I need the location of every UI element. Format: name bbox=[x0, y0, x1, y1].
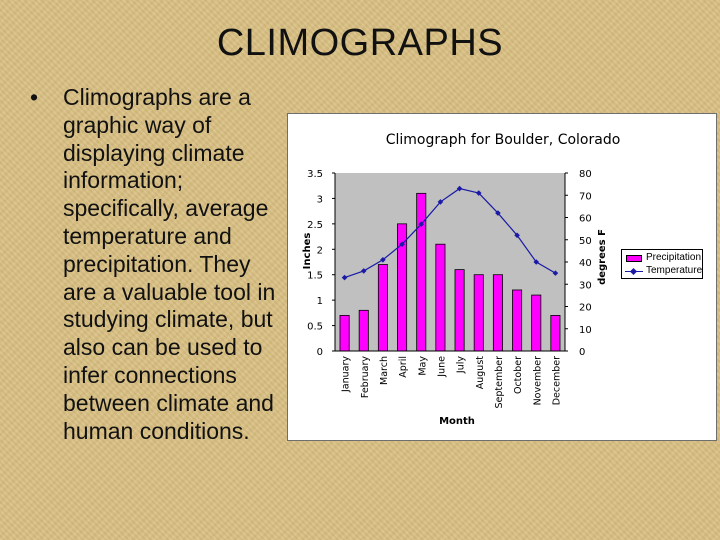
precipitation-bar bbox=[339, 314, 350, 352]
x-tick-label: September bbox=[494, 356, 505, 409]
y2-tick-label: 20 bbox=[579, 303, 592, 314]
plot-area bbox=[335, 173, 565, 351]
y-tick-label: 2.5 bbox=[307, 220, 323, 231]
y-tick-label: 0 bbox=[317, 347, 323, 358]
legend-bar-swatch bbox=[626, 255, 642, 262]
y-axis-label: Inches bbox=[302, 233, 313, 270]
temperature-point bbox=[456, 185, 463, 192]
temperature-line bbox=[344, 187, 556, 279]
temperature-point bbox=[360, 268, 367, 274]
y-tick-label: 3 bbox=[317, 194, 323, 205]
x-tick-label: February bbox=[360, 356, 371, 398]
x-tick-label: August bbox=[475, 356, 486, 390]
chart-legend: Precipitation Temperature bbox=[621, 249, 703, 279]
temperature-point bbox=[514, 232, 520, 239]
precipitation-bar bbox=[358, 309, 369, 352]
y2-axis-label: degrees F bbox=[597, 229, 608, 285]
bullet-marker: • bbox=[30, 84, 39, 110]
y2-tick-label: 70 bbox=[579, 191, 592, 202]
precipitation-bar bbox=[454, 269, 465, 352]
temperature-point bbox=[399, 241, 405, 247]
x-tick-label: July bbox=[456, 356, 467, 374]
y2-tick-label: 60 bbox=[579, 214, 592, 225]
precipitation-bar bbox=[492, 274, 503, 352]
precipitation-bar bbox=[377, 264, 388, 352]
y-tick-label: 0.5 bbox=[307, 322, 323, 333]
y2-tick-label: 0 bbox=[579, 347, 585, 358]
y-tick-label: 3.5 bbox=[307, 169, 323, 180]
y-tick-label: 1 bbox=[317, 296, 323, 307]
bullet-paragraph: • Climographs are a graphic way of displ… bbox=[30, 84, 280, 445]
temperature-point bbox=[437, 199, 444, 205]
precipitation-bar bbox=[435, 243, 446, 352]
y2-tick-label: 80 bbox=[579, 169, 592, 180]
chart-title: Climograph for Boulder, Colorado bbox=[386, 132, 621, 148]
legend-label: Precipitation bbox=[646, 252, 702, 263]
legend-item-temperature: Temperature bbox=[622, 265, 702, 278]
slide-title: CLIMOGRAPHS bbox=[216, 22, 504, 64]
y2-tick-label: 30 bbox=[579, 280, 592, 291]
temperature-point bbox=[552, 270, 559, 276]
x-tick-label: November bbox=[532, 356, 543, 406]
legend-label: Temperature bbox=[646, 265, 703, 276]
precipitation-bar bbox=[512, 289, 523, 352]
precipitation-bar bbox=[550, 314, 561, 352]
y2-tick-label: 50 bbox=[579, 236, 592, 247]
legend-marker-swatch bbox=[629, 267, 638, 276]
y2-tick-label: 10 bbox=[579, 325, 592, 336]
precipitation-bar bbox=[531, 294, 542, 352]
x-tick-label: March bbox=[379, 356, 390, 385]
x-tick-label: May bbox=[417, 356, 428, 376]
bullet-text: Climographs are a graphic way of display… bbox=[63, 84, 276, 444]
temperature-point bbox=[495, 210, 501, 216]
precipitation-bar bbox=[416, 192, 427, 352]
x-tick-label: June bbox=[436, 356, 447, 378]
x-tick-label: April bbox=[398, 356, 409, 378]
x-tick-label: October bbox=[513, 356, 524, 394]
precipitation-bar bbox=[473, 274, 484, 352]
y-tick-label: 1.5 bbox=[307, 271, 323, 282]
temperature-point bbox=[475, 190, 482, 196]
temperature-point bbox=[341, 274, 348, 281]
x-tick-label: December bbox=[551, 356, 562, 405]
x-axis-label: Month bbox=[439, 416, 475, 427]
climograph-chart: Climograph for Boulder, Colorado Inches … bbox=[287, 113, 717, 441]
x-tick-label: January bbox=[341, 356, 352, 393]
legend-item-precipitation: Precipitation bbox=[622, 252, 702, 265]
y2-tick-label: 40 bbox=[579, 258, 592, 269]
y-tick-label: 2 bbox=[317, 245, 323, 256]
chart-canvas: Climograph for Boulder, Colorado Inches … bbox=[302, 132, 621, 427]
